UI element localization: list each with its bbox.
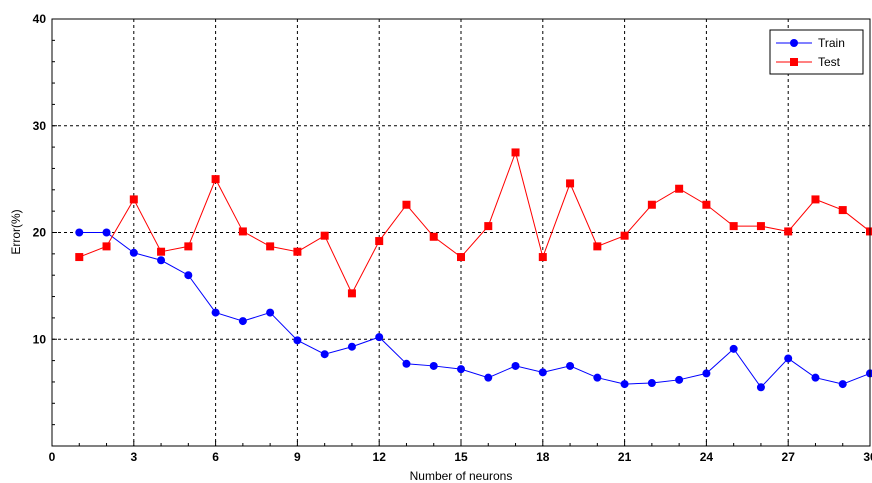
train-point	[375, 333, 384, 342]
test-line	[79, 150, 871, 295]
test-point	[402, 200, 411, 209]
train-point	[484, 373, 493, 382]
test-point	[729, 222, 738, 231]
test-point	[647, 200, 656, 209]
x-tick-label: 21	[618, 450, 632, 464]
test-point	[702, 200, 711, 209]
test-point	[756, 222, 765, 231]
x-axis-label: Number of neurons	[410, 469, 513, 483]
train-point	[184, 271, 193, 280]
train-point	[647, 379, 656, 388]
test-point	[838, 206, 847, 215]
test-point	[129, 195, 138, 204]
train-series	[75, 228, 872, 392]
test-point	[675, 184, 684, 193]
test-point	[320, 231, 329, 240]
train-point	[129, 248, 138, 257]
train-point	[538, 368, 547, 377]
test-point	[511, 148, 520, 157]
train-point	[811, 373, 820, 382]
y-tick-label: 20	[33, 226, 47, 240]
test-point	[538, 253, 547, 262]
train-point	[675, 375, 684, 384]
legend: Train Test	[769, 29, 864, 75]
train-point	[266, 308, 275, 317]
test-point	[157, 247, 166, 256]
test-point	[620, 231, 629, 240]
y-tick-label: 40	[33, 12, 47, 26]
test-point	[184, 242, 193, 251]
train-point	[838, 380, 847, 389]
train-point	[320, 350, 329, 359]
x-tick-label: 3	[130, 450, 137, 464]
x-tick-label: 12	[373, 450, 387, 464]
train-point	[620, 380, 629, 389]
test-point	[484, 222, 493, 231]
train-point	[511, 361, 520, 370]
test-point	[784, 227, 793, 236]
test-point	[593, 242, 602, 251]
test-point	[811, 195, 820, 204]
x-tick-label: 27	[782, 450, 796, 464]
train-point	[347, 342, 356, 351]
train-line	[79, 232, 871, 389]
train-point	[729, 344, 738, 353]
legend-box	[769, 29, 864, 75]
x-tick-label: 24	[700, 450, 714, 464]
test-point	[457, 253, 465, 262]
train-point	[75, 228, 84, 237]
train-point	[784, 354, 793, 363]
train-point	[566, 361, 575, 370]
test-point	[75, 253, 84, 262]
test-series	[75, 148, 872, 298]
test-point	[375, 237, 384, 246]
test-point	[266, 242, 275, 251]
train-point	[238, 317, 247, 326]
x-tick-label: 15	[454, 450, 468, 464]
train-point	[429, 361, 438, 370]
train-point	[702, 369, 711, 378]
test-point	[238, 227, 247, 236]
legend-train-label: Train	[818, 36, 845, 50]
train-point	[402, 359, 411, 368]
series-layer	[75, 148, 872, 392]
test-point	[566, 179, 575, 188]
x-tick-label: 18	[536, 450, 550, 464]
legend-test-label: Test	[818, 55, 841, 69]
y-tick-label: 30	[33, 119, 47, 133]
test-point	[293, 247, 302, 256]
test-point	[866, 227, 872, 236]
train-point	[866, 369, 872, 378]
train-point	[157, 256, 166, 265]
x-tick-label: 0	[49, 450, 56, 464]
y-axis-label: Error(%)	[9, 209, 23, 254]
legend-train-marker	[790, 39, 798, 47]
axis-ticks: 0 3 6 9 12 15 18 21 24 27 30 10 20 30 40	[33, 12, 872, 464]
train-point	[211, 308, 220, 317]
train-point	[293, 336, 302, 345]
x-tick-label: 6	[212, 450, 219, 464]
test-point	[211, 175, 220, 184]
train-point	[593, 373, 602, 382]
train-point	[457, 365, 465, 374]
y-tick-label: 10	[33, 332, 47, 346]
test-point	[429, 232, 438, 241]
test-point	[347, 289, 356, 298]
legend-test-marker	[790, 58, 798, 66]
test-point	[102, 242, 111, 251]
train-point	[756, 383, 765, 392]
x-tick-label: 9	[294, 450, 301, 464]
train-point	[102, 228, 111, 237]
x-tick-label: 30	[863, 450, 872, 464]
